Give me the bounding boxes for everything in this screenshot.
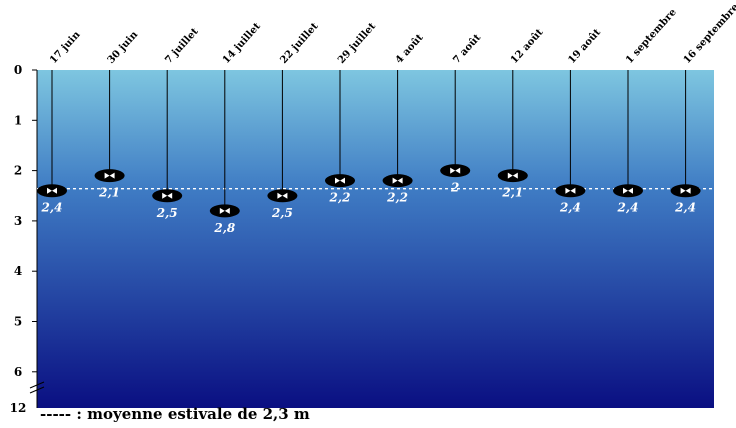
secchi-disk-marker	[94, 169, 125, 183]
secchi-disk-marker	[325, 174, 355, 188]
value-label: 2,8	[213, 221, 236, 235]
value-label: 2,4	[617, 201, 639, 215]
date-label: 4 août	[394, 32, 426, 66]
secchi-disk-marker	[382, 174, 413, 188]
date-label: 22 juillet	[278, 21, 320, 66]
value-label: 2,4	[41, 201, 63, 215]
value-label: 2,4	[674, 201, 696, 215]
date-label: 17 juin	[48, 29, 83, 66]
value-label: 2,4	[559, 201, 581, 215]
secchi-disk-marker	[497, 169, 528, 183]
y-tick-label: 5	[14, 315, 22, 329]
date-label: 14 juillet	[221, 21, 263, 66]
date-label: 16 septembre	[682, 2, 736, 66]
y-tick-label: 0	[14, 63, 22, 77]
secchi-disk-marker	[152, 189, 183, 203]
value-label: 2	[450, 181, 459, 195]
value-label: 2,2	[386, 191, 408, 205]
date-label: 7 août	[451, 32, 483, 66]
secchi-disk-marker	[555, 184, 586, 198]
date-label: 29 juillet	[336, 21, 378, 66]
water-background	[37, 70, 714, 408]
secchi-disk-marker	[440, 164, 471, 178]
axis-break	[29, 381, 45, 394]
y-tick-label-break: 12	[10, 401, 27, 415]
value-label: 2,1	[98, 186, 120, 200]
date-label: 30 juin	[106, 29, 141, 66]
date-label: 19 août	[566, 27, 603, 66]
secchi-disk-marker	[267, 189, 298, 203]
value-label: 2,2	[329, 191, 351, 205]
date-label: 12 août	[509, 27, 546, 66]
value-label: 2,1	[501, 186, 523, 200]
y-tick-label: 3	[14, 214, 22, 228]
value-label: 2,5	[156, 206, 178, 220]
y-tick-label: 1	[14, 113, 22, 127]
secchi-disk-marker	[209, 204, 240, 218]
y-tick-label: 4	[14, 264, 22, 278]
legend-mean: ----- : moyenne estivale de 2,3 m	[40, 405, 310, 423]
y-tick-label: 2	[14, 164, 22, 178]
secchi-disk-marker	[670, 184, 701, 198]
secchi-disk-marker	[613, 184, 643, 198]
y-tick-label: 6	[14, 365, 22, 379]
date-label: 1 septembre	[624, 7, 679, 66]
date-label: 7 juillet	[163, 26, 201, 66]
value-label: 2,5	[271, 206, 293, 220]
secchi-disk-marker	[37, 184, 67, 198]
